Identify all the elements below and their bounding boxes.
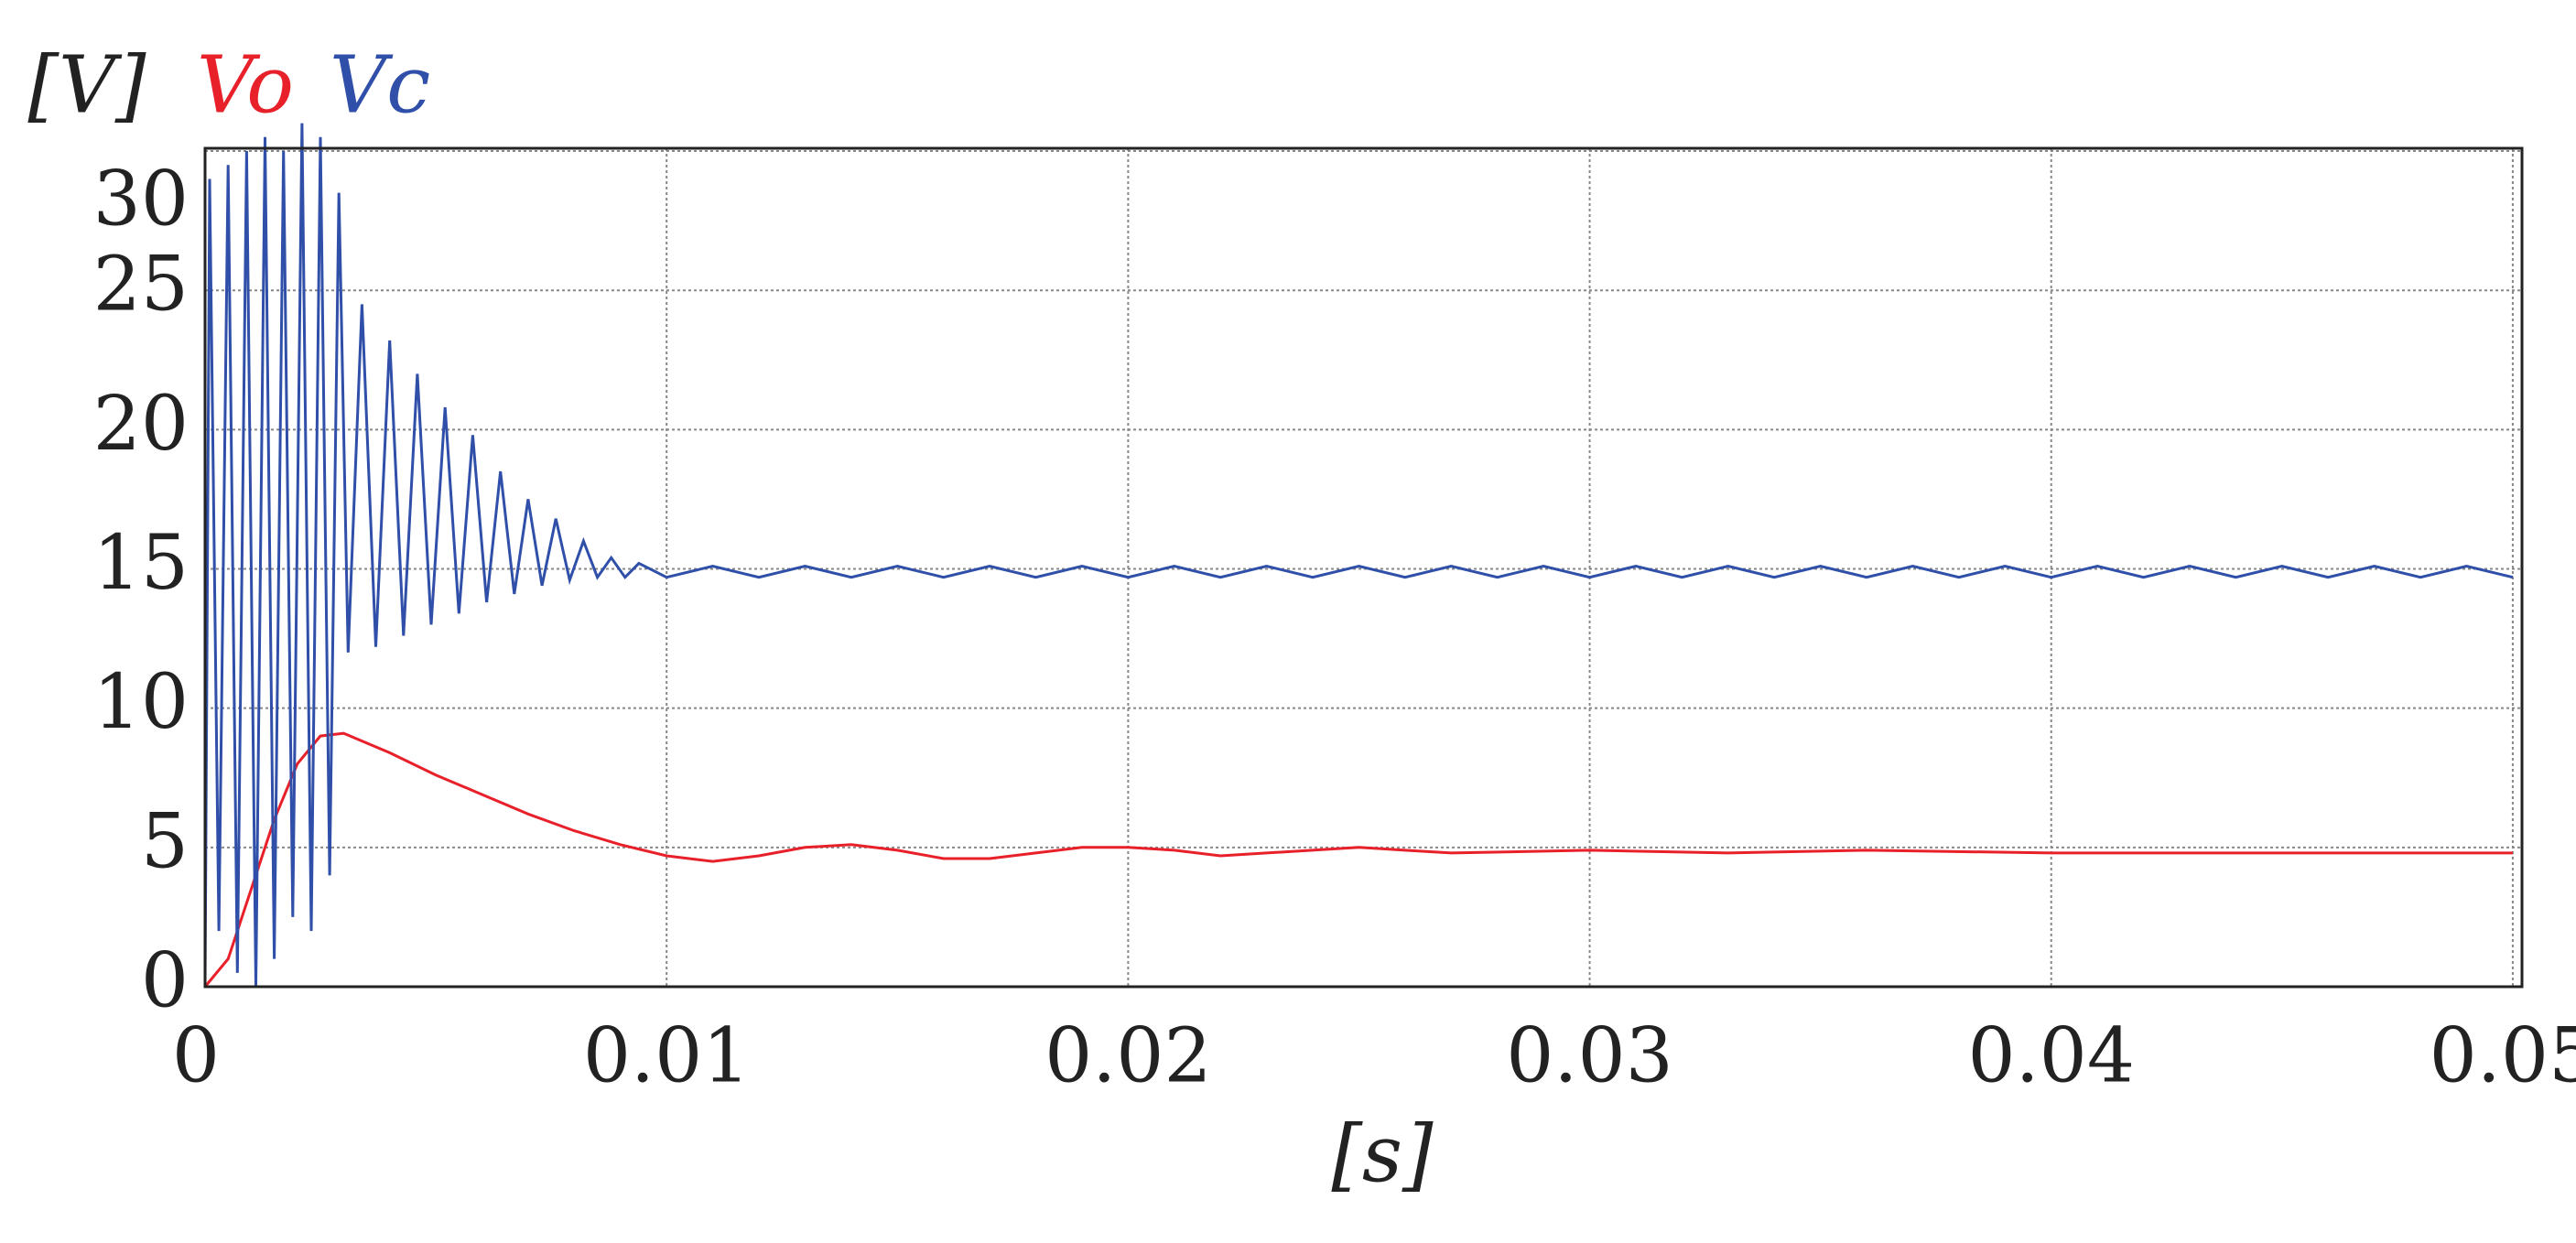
x-tick-label: 0.04 — [1967, 1013, 2135, 1100]
y-tick-label: 5 — [141, 798, 189, 885]
x-tick-label: 0 — [172, 1013, 220, 1100]
y-tick-label: 15 — [93, 520, 189, 607]
plot-frame — [203, 146, 2524, 989]
legend-entry: Vc — [330, 40, 430, 132]
x-tick-label: 0.02 — [1044, 1013, 1212, 1100]
x-axis-label: [s] — [1331, 1109, 1434, 1201]
y-tick-label: 30 — [93, 157, 189, 243]
y-tick-label: 0 — [141, 938, 189, 1025]
data-line — [203, 731, 2513, 988]
x-tick-label: 0.05 — [2430, 1013, 2576, 1100]
y-tick-label: 10 — [93, 659, 189, 746]
data-line — [203, 123, 2514, 988]
legend-entry: Vo — [197, 40, 294, 132]
x-tick-label: 0.03 — [1506, 1013, 1673, 1100]
y-axis-label: [V] — [27, 40, 146, 132]
y-tick-label: 20 — [93, 381, 189, 468]
x-tick-label: 0.01 — [583, 1013, 751, 1100]
y-tick-label: 25 — [93, 242, 189, 329]
